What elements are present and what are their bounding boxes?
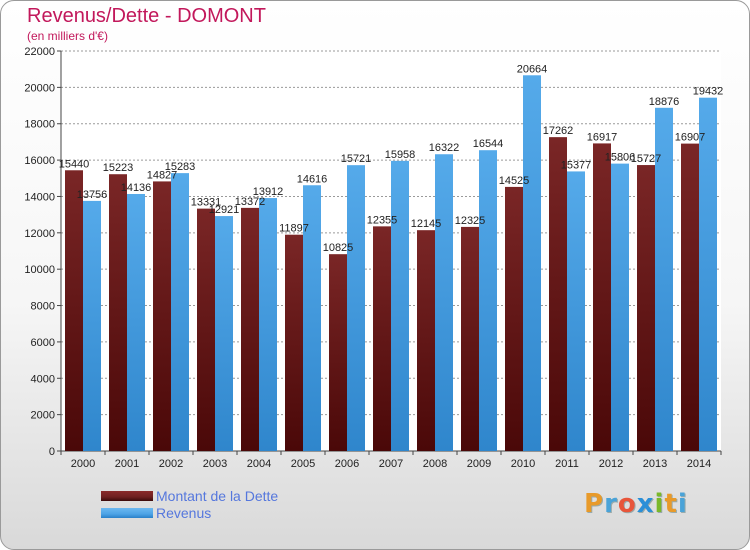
bar-revenue (655, 107, 673, 452)
bar-revenue (523, 75, 541, 452)
bar-revenue (83, 200, 101, 451)
data-label-revenue: 20664 (517, 63, 548, 75)
y-tick-label: 4000 (31, 373, 55, 385)
x-tick-label: 2007 (379, 458, 403, 470)
bar-debt (109, 174, 127, 451)
x-tick-label: 2011 (555, 458, 579, 470)
bar-revenue (215, 216, 233, 451)
y-tick-label: 22000 (24, 46, 55, 58)
bar-debt (241, 207, 259, 451)
data-label-revenue: 15806 (605, 152, 636, 164)
data-label-revenue: 16322 (429, 142, 460, 154)
bar-debt (285, 234, 303, 451)
legend-swatch-debt (101, 491, 153, 501)
bar-debt (373, 226, 391, 451)
x-tick-label: 2003 (203, 458, 227, 470)
x-tick-label: 2004 (247, 458, 271, 470)
data-label-debt: 10825 (323, 242, 354, 254)
bar-revenue (259, 198, 277, 451)
data-label-debt: 14827 (147, 169, 178, 181)
y-tick-label: 14000 (24, 191, 55, 203)
data-label-revenue: 15283 (165, 161, 196, 173)
x-tick-label: 2014 (687, 458, 711, 470)
bar-debt (637, 165, 655, 451)
data-label-revenue: 15377 (561, 159, 592, 171)
x-tick-label: 2012 (599, 458, 623, 470)
data-label-revenue: 15721 (341, 153, 372, 165)
y-tick-label: 10000 (24, 264, 55, 276)
data-label-revenue: 19432 (693, 86, 724, 98)
y-tick-label: 18000 (24, 119, 55, 131)
data-label-debt: 15223 (103, 162, 134, 174)
y-tick-label: 0 (49, 446, 55, 458)
x-tick-label: 2008 (423, 458, 447, 470)
data-label-debt: 12145 (411, 218, 442, 230)
bar-debt (329, 254, 347, 451)
data-label-revenue: 15958 (385, 149, 416, 161)
data-label-revenue: 13756 (77, 189, 108, 201)
legend-label-debt: Montant de la Dette (156, 488, 279, 504)
y-tick-label: 8000 (31, 301, 55, 313)
data-label-revenue: 18876 (649, 96, 680, 108)
bar-revenue (611, 163, 629, 452)
data-label-debt: 16917 (587, 131, 618, 143)
y-tick-label: 6000 (31, 337, 55, 349)
legend-swatch-revenue (101, 508, 153, 518)
bar-debt (505, 186, 523, 451)
bar-revenue (435, 154, 453, 451)
data-label-debt: 16907 (675, 132, 706, 144)
bar-revenue (303, 185, 321, 451)
data-label-debt: 15440 (59, 158, 90, 170)
chart-subtitle: (en milliers d'€) (27, 29, 108, 43)
x-tick-label: 2000 (71, 458, 95, 470)
bar-debt (153, 181, 171, 451)
data-label-revenue: 13912 (253, 186, 284, 198)
x-tick-label: 2002 (159, 458, 183, 470)
bar-debt (197, 208, 215, 451)
data-label-debt: 13331 (191, 197, 222, 209)
bar-revenue (127, 193, 145, 451)
bar-revenue (391, 160, 409, 451)
bar-revenue (347, 165, 365, 451)
bar-revenue (567, 171, 585, 451)
data-label-revenue: 16544 (473, 138, 504, 150)
x-tick-label: 2009 (467, 458, 491, 470)
data-label-debt: 12355 (367, 214, 398, 226)
bar-debt (681, 143, 699, 451)
y-tick-label: 2000 (31, 410, 55, 422)
data-label-debt: 12325 (455, 215, 486, 227)
data-label-revenue: 14136 (121, 182, 152, 194)
data-label-revenue: 14616 (297, 173, 328, 185)
x-tick-label: 2001 (115, 458, 139, 470)
data-label-debt: 14525 (499, 175, 530, 187)
data-label-debt: 11897 (279, 223, 309, 235)
y-tick-label: 20000 (24, 82, 55, 94)
bar-debt (549, 137, 567, 452)
y-tick-label: 16000 (24, 155, 55, 167)
bar-revenue (479, 150, 497, 451)
bar-debt (593, 143, 611, 451)
data-label-debt: 17262 (543, 125, 574, 137)
bar-debt (65, 170, 83, 452)
bar-revenue (699, 97, 717, 451)
data-label-debt: 13372 (235, 196, 266, 208)
data-label-revenue: 12921 (209, 204, 240, 216)
chart-title: Revenus/Dette - DOMONT (27, 5, 266, 27)
bar-debt (461, 226, 479, 451)
legend-label-revenue: Revenus (156, 505, 212, 521)
x-tick-label: 2005 (291, 458, 315, 470)
bar-revenue (171, 173, 189, 452)
data-label-debt: 15727 (631, 153, 662, 165)
proxiti-logo: Proxiti (584, 489, 688, 519)
x-tick-label: 2006 (335, 458, 359, 470)
bar-debt (417, 230, 435, 451)
y-tick-label: 12000 (24, 228, 55, 240)
x-tick-label: 2013 (643, 458, 667, 470)
x-tick-label: 2010 (511, 458, 535, 470)
